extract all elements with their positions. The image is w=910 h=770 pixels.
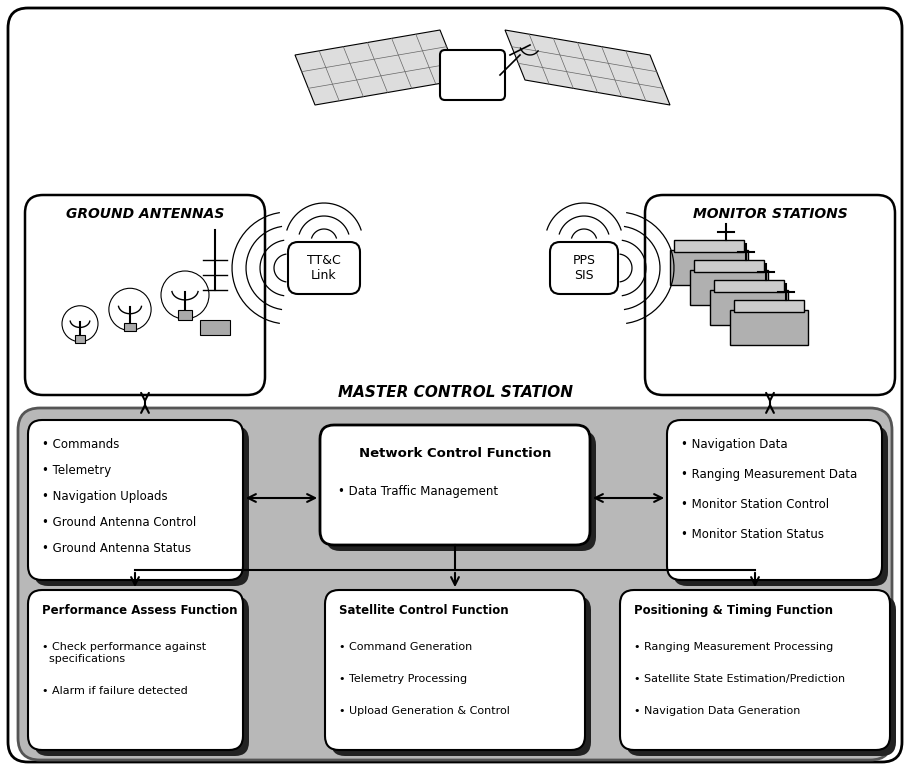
Text: Network Control Function: Network Control Function (359, 447, 551, 460)
Text: • Commands: • Commands (42, 438, 119, 451)
Text: • Monitor Station Control: • Monitor Station Control (681, 498, 829, 511)
Text: MONITOR STATIONS: MONITOR STATIONS (693, 207, 847, 221)
Text: • Satellite State Estimation/Prediction: • Satellite State Estimation/Prediction (634, 674, 845, 684)
FancyBboxPatch shape (331, 596, 591, 756)
Text: MASTER CONTROL STATION: MASTER CONTROL STATION (338, 385, 572, 400)
FancyBboxPatch shape (673, 426, 888, 586)
FancyBboxPatch shape (28, 420, 243, 580)
Text: • Navigation Data Generation: • Navigation Data Generation (634, 706, 801, 716)
Text: • Command Generation: • Command Generation (339, 642, 472, 652)
FancyBboxPatch shape (8, 8, 902, 762)
FancyBboxPatch shape (714, 280, 784, 292)
FancyBboxPatch shape (320, 425, 590, 545)
Text: • Alarm if failure detected: • Alarm if failure detected (42, 686, 187, 696)
Text: • Check performance against
  specifications: • Check performance against specificatio… (42, 642, 207, 664)
FancyBboxPatch shape (626, 596, 896, 756)
FancyBboxPatch shape (670, 250, 748, 285)
Text: • Navigation Uploads: • Navigation Uploads (42, 490, 167, 503)
FancyBboxPatch shape (326, 431, 596, 551)
Text: • Ranging Measurement Processing: • Ranging Measurement Processing (634, 642, 834, 652)
FancyBboxPatch shape (18, 408, 892, 760)
FancyBboxPatch shape (620, 590, 890, 750)
Polygon shape (295, 30, 460, 105)
FancyBboxPatch shape (34, 426, 249, 586)
Circle shape (109, 288, 151, 330)
Text: Satellite Control Function: Satellite Control Function (339, 604, 509, 617)
Text: TT&C
Link: TT&C Link (308, 254, 341, 282)
FancyBboxPatch shape (178, 310, 192, 320)
FancyBboxPatch shape (730, 310, 808, 345)
Text: • Ground Antenna Status: • Ground Antenna Status (42, 542, 191, 555)
Text: • Data Traffic Management: • Data Traffic Management (338, 485, 498, 498)
FancyBboxPatch shape (75, 335, 86, 343)
Polygon shape (505, 30, 670, 105)
FancyBboxPatch shape (34, 596, 249, 756)
FancyBboxPatch shape (25, 195, 265, 395)
FancyBboxPatch shape (124, 323, 136, 331)
FancyBboxPatch shape (200, 320, 230, 335)
FancyBboxPatch shape (667, 420, 882, 580)
Text: Performance Assess Function: Performance Assess Function (42, 604, 238, 617)
Text: • Telemetry Processing: • Telemetry Processing (339, 674, 467, 684)
Text: GROUND ANTENNAS: GROUND ANTENNAS (66, 207, 224, 221)
Circle shape (161, 271, 209, 319)
FancyBboxPatch shape (440, 50, 505, 100)
FancyBboxPatch shape (645, 195, 895, 395)
FancyBboxPatch shape (734, 300, 804, 312)
FancyBboxPatch shape (288, 242, 360, 294)
Polygon shape (70, 321, 90, 327)
FancyBboxPatch shape (550, 242, 618, 294)
Text: • Ground Antenna Control: • Ground Antenna Control (42, 516, 197, 529)
FancyBboxPatch shape (694, 260, 764, 272)
Text: • Monitor Station Status: • Monitor Station Status (681, 528, 824, 541)
Text: Positioning & Timing Function: Positioning & Timing Function (634, 604, 833, 617)
Polygon shape (118, 306, 141, 313)
Text: • Upload Generation & Control: • Upload Generation & Control (339, 706, 510, 716)
Text: PPS
SIS: PPS SIS (572, 254, 595, 282)
Text: • Ranging Measurement Data: • Ranging Measurement Data (681, 468, 857, 481)
FancyBboxPatch shape (325, 590, 585, 750)
FancyBboxPatch shape (690, 270, 768, 305)
Circle shape (62, 306, 98, 342)
FancyBboxPatch shape (28, 590, 243, 750)
FancyBboxPatch shape (710, 290, 788, 325)
Polygon shape (172, 292, 198, 300)
Text: • Telemetry: • Telemetry (42, 464, 111, 477)
FancyBboxPatch shape (674, 240, 744, 252)
Text: • Navigation Data: • Navigation Data (681, 438, 788, 451)
